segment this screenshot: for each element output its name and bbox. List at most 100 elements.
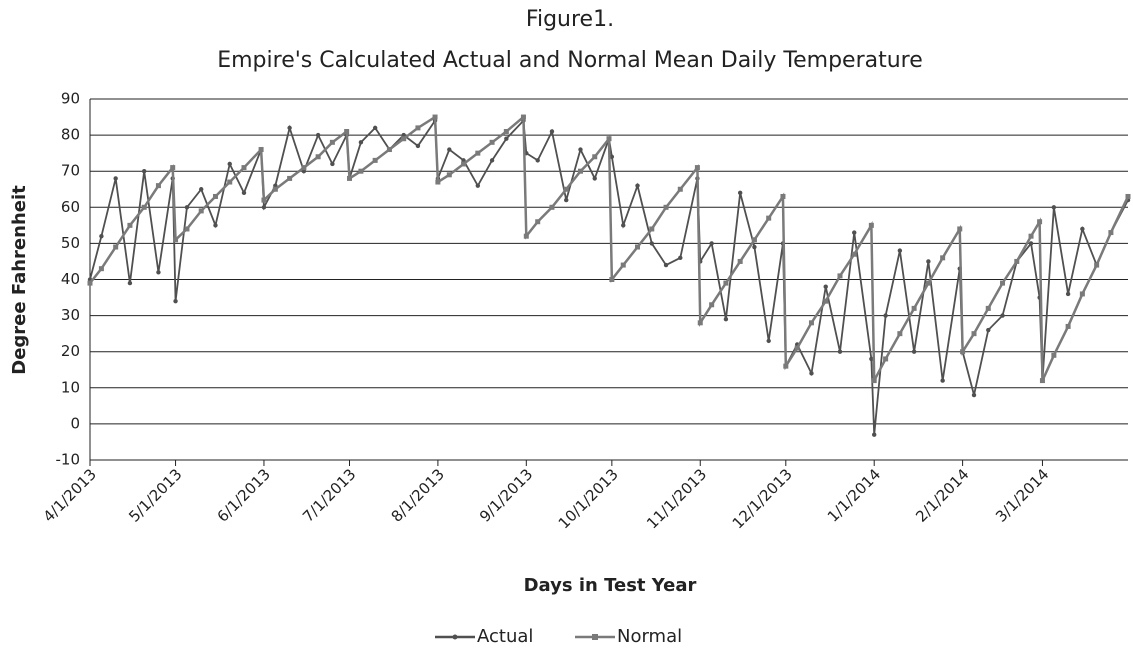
point (272, 186, 278, 192)
point (98, 266, 104, 272)
point (1037, 219, 1043, 225)
point (520, 114, 526, 120)
point (592, 176, 597, 181)
point (461, 158, 466, 163)
point (723, 317, 729, 322)
point (213, 223, 218, 228)
x-tick-label: 3/1/2014 (992, 465, 1052, 525)
point (347, 175, 352, 181)
point (173, 298, 178, 304)
point (386, 147, 392, 153)
point (911, 349, 917, 354)
point (1079, 291, 1085, 297)
point (156, 270, 161, 275)
point (141, 204, 147, 210)
point (372, 125, 378, 131)
point (475, 150, 481, 156)
point (985, 305, 991, 311)
point (344, 128, 350, 134)
point (113, 244, 119, 250)
y-tick-label: 90 (61, 90, 80, 108)
point (694, 165, 700, 171)
point (940, 378, 945, 383)
point (971, 392, 977, 398)
point (287, 125, 292, 131)
point (609, 277, 615, 282)
x-tick-label: 10/1/2013 (555, 465, 622, 532)
point (1080, 226, 1085, 232)
point (489, 158, 495, 163)
point (578, 147, 583, 152)
point (751, 237, 757, 243)
point (173, 237, 179, 243)
y-tick-label: 80 (61, 126, 80, 144)
point (1051, 205, 1057, 210)
y-tick-label: 50 (61, 234, 80, 252)
point (1000, 313, 1005, 318)
y-axis-label: Degree Fahrenheit (9, 185, 30, 375)
point (301, 169, 307, 174)
point (523, 233, 529, 239)
point (925, 280, 931, 286)
point (940, 255, 946, 261)
point (1028, 233, 1034, 239)
legend-marker (452, 634, 458, 640)
legend-label: Normal (617, 626, 682, 647)
point (141, 169, 147, 174)
point (766, 215, 772, 221)
point (99, 233, 104, 239)
x-axis-label: Days in Test Year (524, 575, 697, 596)
point (435, 179, 441, 185)
point (649, 226, 655, 232)
point (184, 226, 190, 232)
point (635, 244, 641, 250)
x-tick-label: 12/1/2013 (729, 465, 796, 532)
y-tick-label: 60 (61, 198, 80, 216)
point (549, 204, 555, 210)
point (1039, 378, 1045, 384)
point (723, 280, 729, 286)
point (897, 331, 903, 337)
point (261, 197, 267, 203)
point (837, 273, 843, 279)
point (852, 230, 857, 235)
point (155, 183, 161, 189)
x-tick-label: 9/1/2013 (476, 465, 536, 525)
point (621, 223, 626, 228)
point (606, 136, 612, 142)
point (184, 205, 190, 210)
point (677, 186, 683, 192)
legend-marker (592, 634, 598, 640)
series-line (89, 114, 1130, 382)
point (535, 219, 541, 225)
point (1014, 258, 1020, 264)
legend-label: Actual (477, 626, 533, 647)
y-tick-label: 10 (61, 378, 80, 396)
point (635, 183, 640, 188)
point (475, 183, 481, 188)
point (1108, 230, 1114, 236)
point (241, 190, 247, 196)
point (752, 244, 757, 250)
x-tick-label: 8/1/2013 (388, 465, 448, 525)
chart-subtitle: Empire's Calculated Actual and Normal Me… (217, 48, 923, 73)
point (851, 251, 857, 257)
x-tick-label: 2/1/2014 (912, 465, 972, 525)
point (697, 320, 703, 326)
point (287, 175, 293, 181)
point (198, 208, 204, 214)
point (315, 132, 321, 138)
point (329, 139, 335, 145)
point (971, 331, 977, 337)
point (401, 132, 406, 138)
point (911, 305, 917, 311)
point (1028, 241, 1034, 246)
point (415, 143, 421, 149)
point (986, 327, 991, 333)
point (199, 187, 204, 192)
point (709, 241, 714, 246)
point (447, 147, 452, 152)
x-tick-label: 5/1/2013 (125, 465, 185, 525)
point (401, 136, 407, 142)
